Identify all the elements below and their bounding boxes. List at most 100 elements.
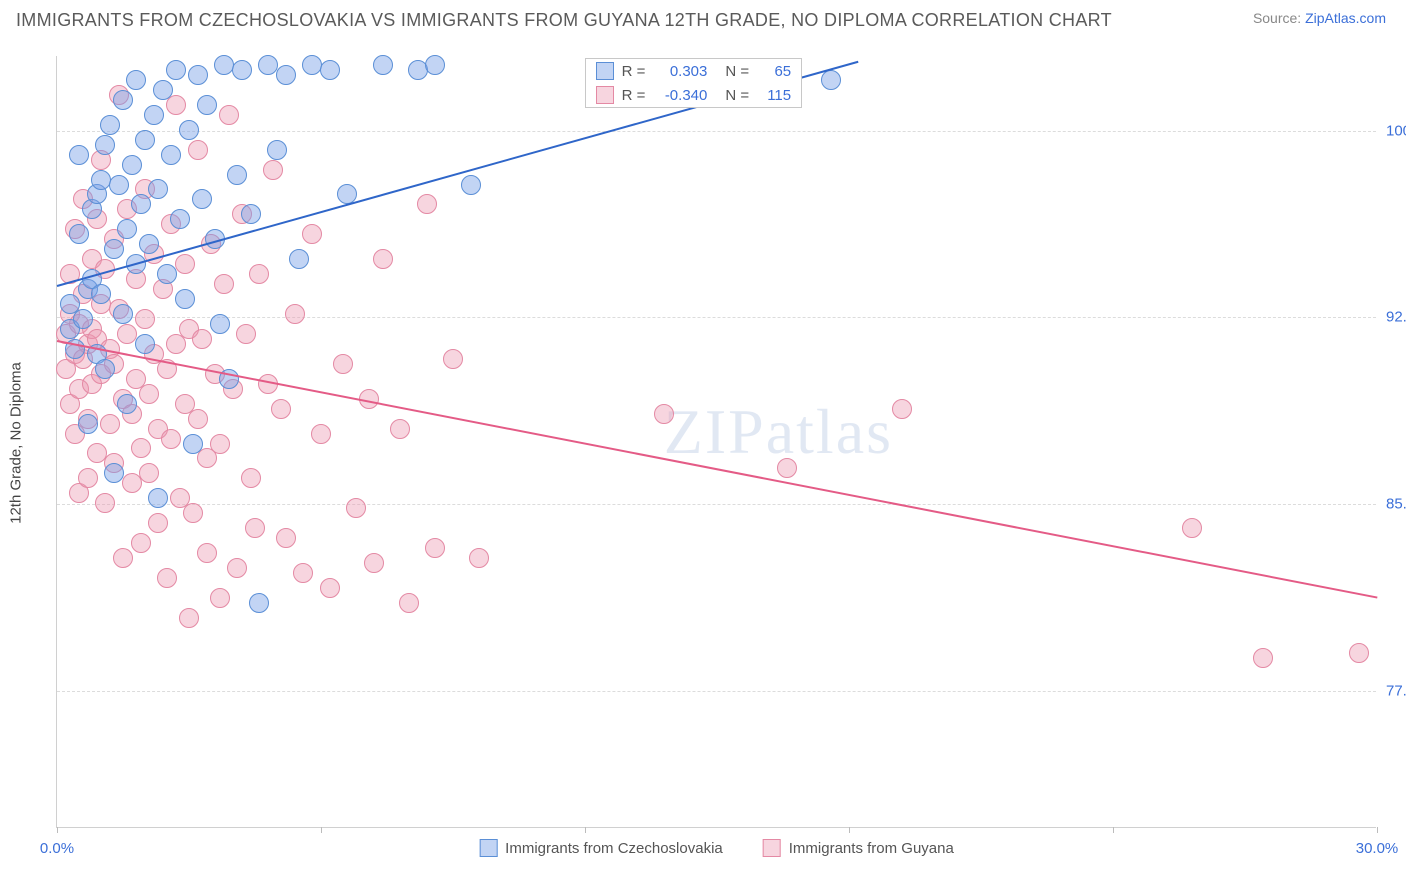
x-tick-label: 30.0% xyxy=(1356,840,1399,857)
scatter-point-guyana xyxy=(241,468,261,488)
scatter-point-guyana xyxy=(175,254,195,274)
n-value: 115 xyxy=(757,87,791,104)
scatter-point-czechoslovakia xyxy=(135,334,155,354)
chart-title: IMMIGRANTS FROM CZECHOSLOVAKIA VS IMMIGR… xyxy=(16,10,1112,31)
scatter-point-czechoslovakia xyxy=(267,140,287,160)
scatter-point-guyana xyxy=(148,513,168,533)
scatter-point-guyana xyxy=(654,404,674,424)
scatter-point-czechoslovakia xyxy=(135,130,155,150)
y-tick-label: 85.0% xyxy=(1380,496,1406,513)
scatter-point-guyana xyxy=(892,399,912,419)
scatter-point-czechoslovakia xyxy=(148,179,168,199)
scatter-point-guyana xyxy=(311,424,331,444)
scatter-point-czechoslovakia xyxy=(153,80,173,100)
scatter-point-guyana xyxy=(197,543,217,563)
x-tick-mark xyxy=(1377,827,1378,833)
scatter-point-guyana xyxy=(210,434,230,454)
scatter-point-guyana xyxy=(183,503,203,523)
scatter-point-guyana xyxy=(122,473,142,493)
scatter-point-guyana xyxy=(1182,518,1202,538)
r-label: R = xyxy=(622,87,646,104)
scatter-point-czechoslovakia xyxy=(117,219,137,239)
x-tick-mark xyxy=(849,827,850,833)
scatter-point-czechoslovakia xyxy=(241,204,261,224)
scatter-point-guyana xyxy=(157,568,177,588)
plot-area: ZIPatlas 77.5%85.0%92.5%100.0%0.0%30.0%R… xyxy=(56,56,1376,828)
legend-swatch xyxy=(479,839,497,857)
scatter-point-guyana xyxy=(425,538,445,558)
r-label: R = xyxy=(622,63,646,80)
scatter-point-czechoslovakia xyxy=(175,289,195,309)
y-tick-label: 77.5% xyxy=(1380,683,1406,700)
scatter-point-czechoslovakia xyxy=(144,105,164,125)
scatter-point-guyana xyxy=(302,224,322,244)
scatter-point-czechoslovakia xyxy=(104,239,124,259)
scatter-point-guyana xyxy=(443,349,463,369)
gridline-h xyxy=(57,131,1376,132)
scatter-point-guyana xyxy=(777,458,797,478)
scatter-point-guyana xyxy=(346,498,366,518)
scatter-point-czechoslovakia xyxy=(179,120,199,140)
source-link[interactable]: ZipAtlas.com xyxy=(1305,10,1386,26)
scatter-point-czechoslovakia xyxy=(166,60,186,80)
scatter-point-czechoslovakia xyxy=(117,394,137,414)
scatter-point-czechoslovakia xyxy=(289,249,309,269)
scatter-point-czechoslovakia xyxy=(69,224,89,244)
scatter-point-czechoslovakia xyxy=(320,60,340,80)
y-tick-label: 92.5% xyxy=(1380,309,1406,326)
scatter-point-czechoslovakia xyxy=(232,60,252,80)
source-label: Source: xyxy=(1253,10,1301,26)
source-attribution: Source: ZipAtlas.com xyxy=(1253,10,1386,26)
scatter-point-guyana xyxy=(139,463,159,483)
series-legend-item: Immigrants from Czechoslovakia xyxy=(479,839,723,857)
x-tick-mark xyxy=(57,827,58,833)
scatter-point-czechoslovakia xyxy=(157,264,177,284)
y-tick-label: 100.0% xyxy=(1380,122,1406,139)
legend-swatch xyxy=(596,86,614,104)
scatter-point-czechoslovakia xyxy=(109,175,129,195)
scatter-point-czechoslovakia xyxy=(95,359,115,379)
legend-swatch xyxy=(596,62,614,80)
scatter-point-czechoslovakia xyxy=(69,145,89,165)
scatter-point-guyana xyxy=(188,140,208,160)
y-axis-label: 12th Grade, No Diploma xyxy=(8,362,25,524)
scatter-point-guyana xyxy=(320,578,340,598)
scatter-point-guyana xyxy=(236,324,256,344)
scatter-point-czechoslovakia xyxy=(197,95,217,115)
series-legend-label: Immigrants from Guyana xyxy=(789,840,954,857)
n-value: 65 xyxy=(757,63,791,80)
series-legend-label: Immigrants from Czechoslovakia xyxy=(505,840,723,857)
scatter-point-guyana xyxy=(135,309,155,329)
scatter-point-guyana xyxy=(192,329,212,349)
correlation-legend: R =0.303N =65R =-0.340N =115 xyxy=(585,58,803,108)
x-tick-mark xyxy=(1113,827,1114,833)
scatter-point-czechoslovakia xyxy=(139,234,159,254)
scatter-point-czechoslovakia xyxy=(188,65,208,85)
scatter-point-czechoslovakia xyxy=(192,189,212,209)
n-label: N = xyxy=(725,63,749,80)
series-legend-item: Immigrants from Guyana xyxy=(763,839,954,857)
scatter-point-guyana xyxy=(188,409,208,429)
scatter-point-guyana xyxy=(1349,643,1369,663)
scatter-point-czechoslovakia xyxy=(170,209,190,229)
scatter-point-guyana xyxy=(95,493,115,513)
scatter-point-czechoslovakia xyxy=(91,284,111,304)
scatter-point-guyana xyxy=(219,105,239,125)
scatter-point-guyana xyxy=(139,384,159,404)
scatter-point-czechoslovakia xyxy=(249,593,269,613)
scatter-point-guyana xyxy=(373,249,393,269)
scatter-point-guyana xyxy=(249,264,269,284)
scatter-point-czechoslovakia xyxy=(227,165,247,185)
scatter-point-guyana xyxy=(417,194,437,214)
scatter-point-czechoslovakia xyxy=(122,155,142,175)
scatter-point-guyana xyxy=(1253,648,1273,668)
scatter-point-guyana xyxy=(166,95,186,115)
scatter-point-czechoslovakia xyxy=(148,488,168,508)
scatter-point-czechoslovakia xyxy=(183,434,203,454)
r-value: -0.340 xyxy=(653,87,707,104)
n-label: N = xyxy=(725,87,749,104)
scatter-point-guyana xyxy=(364,553,384,573)
scatter-point-guyana xyxy=(113,548,133,568)
scatter-point-guyana xyxy=(210,588,230,608)
scatter-point-czechoslovakia xyxy=(276,65,296,85)
